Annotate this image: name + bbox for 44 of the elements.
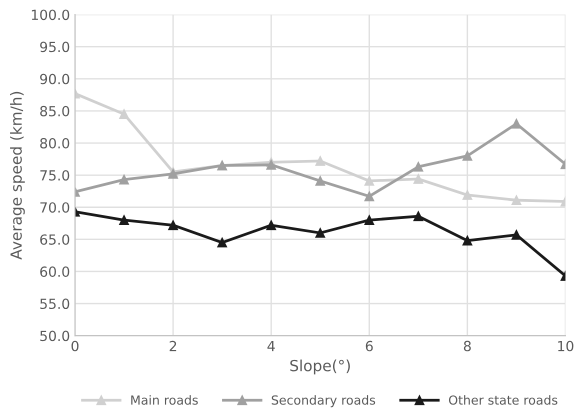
point bbox=[364, 191, 374, 202]
point bbox=[315, 176, 326, 186]
point bbox=[462, 236, 472, 246]
point bbox=[119, 109, 129, 119]
x-tick-label: 4 bbox=[267, 340, 275, 352]
point bbox=[512, 195, 522, 206]
y-tick-label: 80.0 bbox=[40, 138, 70, 149]
x-tick-label: 2 bbox=[170, 340, 176, 352]
x-tick-label: 8 bbox=[464, 340, 471, 352]
point bbox=[364, 176, 374, 186]
point bbox=[266, 220, 276, 230]
y-tick-label: 60.0 bbox=[40, 266, 70, 277]
point bbox=[512, 230, 522, 240]
point bbox=[413, 211, 424, 222]
point bbox=[413, 162, 424, 172]
y-tick-label: 100.0 bbox=[32, 10, 70, 20]
x-tick-label: 0 bbox=[72, 340, 79, 352]
legend-label: Other state roads bbox=[448, 395, 558, 405]
point bbox=[315, 156, 326, 166]
y-tick-label: 75.0 bbox=[40, 170, 70, 181]
point bbox=[413, 174, 424, 184]
point bbox=[217, 238, 228, 248]
y-tick-label: 70.0 bbox=[40, 202, 70, 213]
y-tick-label: 65.0 bbox=[40, 234, 70, 245]
point bbox=[462, 151, 472, 161]
x-tick-label: 6 bbox=[366, 340, 373, 352]
legend-label: Main roads bbox=[131, 395, 198, 405]
x-tick-label: 10 bbox=[558, 340, 574, 352]
y-axis-title: Average speed (km/h) bbox=[10, 92, 25, 260]
point bbox=[364, 215, 374, 225]
point bbox=[462, 190, 472, 200]
x-axis-title: Slope(°) bbox=[290, 360, 350, 374]
point bbox=[512, 118, 522, 129]
y-tick-label: 50.0 bbox=[40, 330, 70, 342]
point bbox=[119, 215, 129, 225]
point bbox=[315, 228, 326, 238]
legend-label: Secondary roads bbox=[272, 395, 376, 408]
point bbox=[168, 220, 178, 230]
y-tick-label: 55.0 bbox=[40, 298, 70, 310]
y-tick-label: 95.0 bbox=[40, 42, 70, 52]
point bbox=[266, 160, 276, 170]
point bbox=[119, 174, 129, 184]
y-tick-label: 90.0 bbox=[40, 74, 70, 84]
y-tick-label: 85.0 bbox=[40, 106, 70, 116]
